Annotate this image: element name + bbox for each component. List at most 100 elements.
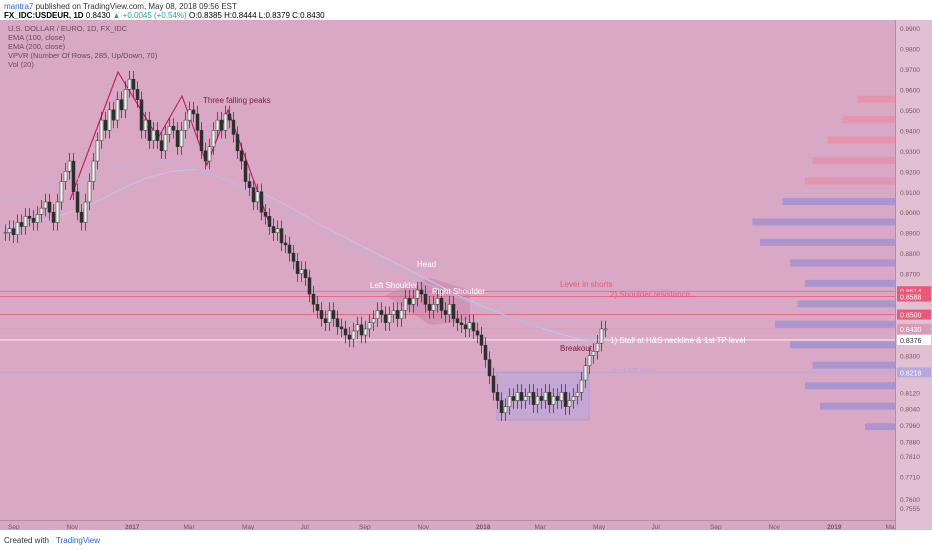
candle-body xyxy=(171,126,176,131)
candle-body xyxy=(111,109,116,121)
candle-body xyxy=(435,297,440,305)
candle-body xyxy=(271,226,276,233)
price-tag xyxy=(897,367,931,378)
candle-body xyxy=(199,130,204,152)
price-tag xyxy=(897,286,931,297)
legend-volume: Vol (20) xyxy=(8,60,34,69)
candle-body xyxy=(307,277,312,295)
candle-body xyxy=(443,310,448,315)
symbol-label: FX_IDC:USDEUR, 1D xyxy=(4,11,84,20)
volume-profile-bar xyxy=(812,157,895,165)
candle-body xyxy=(383,314,388,324)
candle-body xyxy=(259,191,264,213)
x-tick-label: Sep xyxy=(8,524,20,531)
candle-body xyxy=(299,269,304,274)
candle-body xyxy=(311,293,316,305)
volume-profile-bar xyxy=(797,300,895,308)
candle-body xyxy=(343,328,348,336)
volume-profile-bar xyxy=(805,177,895,185)
x-tick-label: May xyxy=(242,524,255,531)
price-tag xyxy=(897,309,931,320)
y-tick-label: 0.9900 xyxy=(900,26,920,33)
x-tick-label: Mar xyxy=(535,524,547,531)
candle-body xyxy=(227,113,232,121)
candle-body xyxy=(575,392,580,397)
candle-body xyxy=(143,119,148,131)
volume-profile-bar xyxy=(805,279,895,287)
candle-body xyxy=(415,289,420,299)
candle-body xyxy=(547,392,552,405)
candle-body xyxy=(87,181,92,203)
candle-body xyxy=(283,242,288,246)
candle-body xyxy=(63,171,68,182)
y-tick-label: 0.9800 xyxy=(900,46,920,53)
candle-body xyxy=(95,140,100,162)
x-tick-label: Sep xyxy=(359,524,371,531)
x-tick-label: Nov xyxy=(769,524,781,531)
candle-body xyxy=(379,310,384,315)
candle-body xyxy=(583,365,588,381)
publish-info: published on TradingView.com, May 08, 20… xyxy=(35,2,237,11)
candle-body xyxy=(47,201,52,213)
time-axis[interactable]: Sep Nov 2017 Mar May Jul Sep Nov 2018 Mar May Jul Se… xyxy=(0,520,895,531)
candle-body xyxy=(131,78,136,90)
chart-area[interactable]: Three falling peaks Head Left Shoulder Righ… xyxy=(0,20,932,531)
y-tick-label: 0.8300 xyxy=(900,354,920,361)
candle-body xyxy=(19,222,24,227)
x-tick-label: Mar xyxy=(886,524,896,531)
candle-body xyxy=(239,150,244,162)
candle-body xyxy=(159,140,164,152)
candle-body xyxy=(603,328,608,331)
candle-body xyxy=(323,318,328,324)
x-tick-label: 2019 xyxy=(827,524,842,531)
candle-body xyxy=(263,211,268,217)
candle-body xyxy=(403,297,408,311)
price-axis[interactable]: 0.9900 0.9800 0.9700 0.9600 0.9500 0.9400 0.93… xyxy=(895,20,932,530)
x-tick-label: May xyxy=(593,524,606,531)
candle-body xyxy=(191,109,196,115)
candle-body xyxy=(7,228,12,233)
candle-body xyxy=(287,244,292,254)
candle-body xyxy=(519,392,524,401)
candle-body xyxy=(275,228,280,233)
candle-body xyxy=(139,99,144,131)
candle-body xyxy=(167,126,172,135)
volume-profile-bar xyxy=(790,341,895,349)
symbol-line: FX_IDC:USDEUR, 1D 0.8430 ▲ +0.0045 (+0.5… xyxy=(4,11,325,20)
candle-body xyxy=(23,216,28,227)
legend-vpvr: VPVR (Number Of Rows, 285, Up/Down, 70) xyxy=(8,51,158,60)
x-tick-label: Jul xyxy=(652,524,661,531)
candle-body xyxy=(175,130,180,147)
candle-body xyxy=(163,134,168,152)
y-tick-label: 0.8040 xyxy=(900,407,920,414)
candle-body xyxy=(211,130,216,147)
chart-annotation: Left Shoulder xyxy=(370,281,418,290)
candle-body xyxy=(75,191,80,213)
tradingview-logo-link[interactable]: TradingView xyxy=(56,536,101,545)
candle-body xyxy=(11,228,16,235)
candle-body xyxy=(79,211,84,223)
candle-body xyxy=(183,119,188,131)
candle-body xyxy=(367,322,372,330)
candle-body xyxy=(495,392,500,401)
publish-line: mantra7 published on TradingView.com, Ma… xyxy=(4,2,237,11)
candle-body xyxy=(127,78,132,90)
candle-body xyxy=(359,324,364,336)
candle-body xyxy=(527,392,532,397)
falling-peaks-line xyxy=(69,70,271,226)
candle-body xyxy=(491,375,496,393)
x-tick-label: Jul xyxy=(301,524,310,531)
author-link[interactable]: mantra7 xyxy=(4,2,34,11)
ohlc-values: O:0.8385 H:0.8444 L:0.8379 C:0.8430 xyxy=(188,11,325,20)
candle-body xyxy=(251,187,256,203)
candle-body xyxy=(59,181,64,203)
candle-body xyxy=(291,252,296,262)
x-tick-label: Nov xyxy=(418,524,430,531)
candle-body xyxy=(411,297,416,305)
chart-legend: U.S. DOLLAR / EURO, 1D, FX_IDC EMA (100,… xyxy=(8,24,157,69)
candle-body xyxy=(571,396,576,401)
chart-annotation: Lever in shorts xyxy=(560,280,612,289)
candle-body xyxy=(355,324,360,332)
price-chart[interactable]: Three falling peaks Head Left Shoulder Righ… xyxy=(0,20,895,520)
volume-profile-bar xyxy=(865,423,895,431)
